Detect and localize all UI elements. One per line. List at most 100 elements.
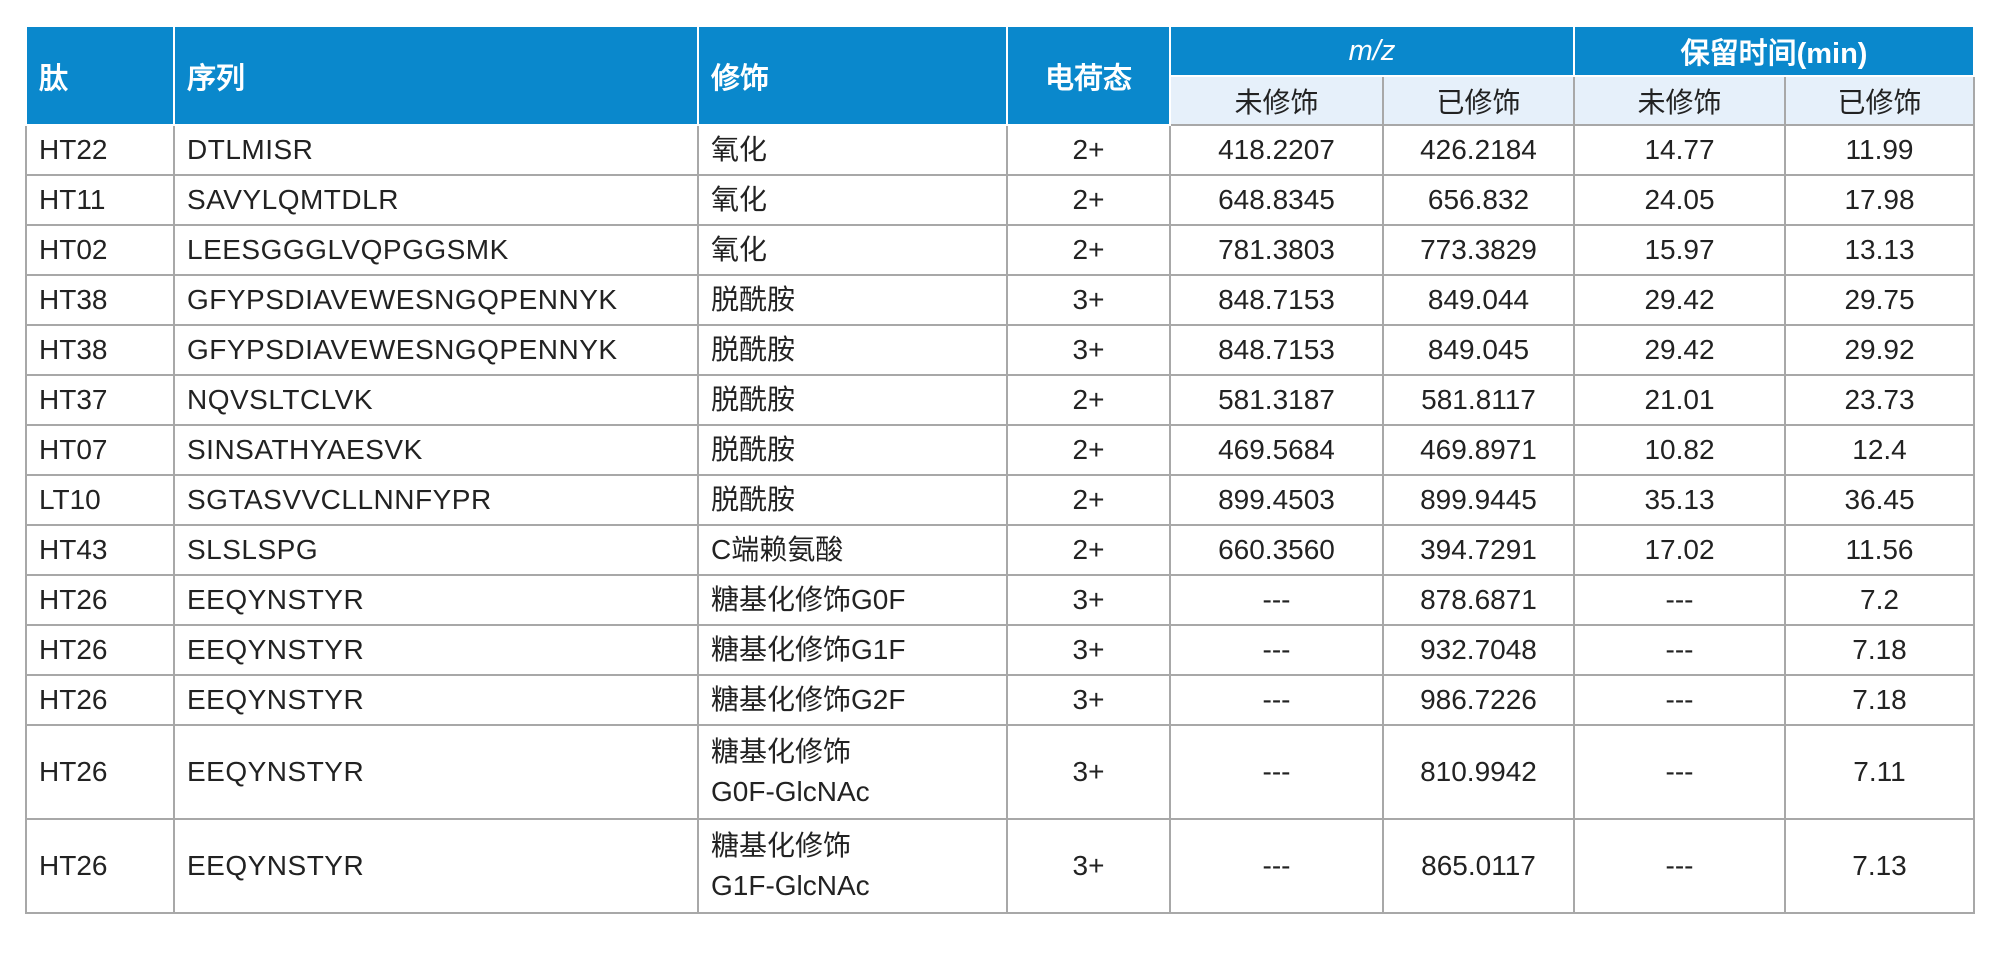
cell-peptide: HT22 [25,124,175,176]
cell-charge: 3+ [1006,818,1171,914]
table-row: HT26 EEQYNSTYR 糖基化修饰G2F 3+ --- 986.7226 --- 7.1… [25,674,1975,726]
modification-text: 糖基化修饰G2F [711,684,906,715]
cell-charge: 3+ [1006,624,1171,676]
cell-modification: 氧化 [697,224,1008,276]
cell-charge: 2+ [1006,474,1171,526]
cell-mz-unmodified: 660.3560 [1169,524,1384,576]
cell-modification: 脱酰胺 [697,474,1008,526]
cell-modification: 糖基化修饰G2F [697,674,1008,726]
cell-rt-unmodified: 29.42 [1573,324,1786,376]
cell-rt-unmodified: --- [1573,624,1786,676]
cell-sequence: EEQYNSTYR [173,724,699,820]
cell-modification: 糖基化修饰G0F [697,574,1008,626]
cell-rt-modified: 11.99 [1784,124,1975,176]
cell-mz-unmodified: --- [1169,674,1384,726]
cell-charge: 3+ [1006,274,1171,326]
cell-charge: 2+ [1006,424,1171,476]
table-container: 肽 序列 修饰 电荷态 m/z 保留时间(min) 未修饰 已修饰 未修饰 已修… [25,25,1975,914]
cell-rt-modified: 7.2 [1784,574,1975,626]
header-peptide: 肽 [25,25,175,126]
cell-rt-unmodified: 35.13 [1573,474,1786,526]
cell-rt-unmodified: --- [1573,724,1786,820]
cell-sequence: EEQYNSTYR [173,574,699,626]
cell-mz-unmodified: 899.4503 [1169,474,1384,526]
cell-rt-unmodified: 15.97 [1573,224,1786,276]
table-row: HT26 EEQYNSTYR 糖基化修饰 G1F-GlcNAc 3+ --- 865.011… [25,818,1975,914]
table-row: LT10 SGTASVVCLLNNFYPR 脱酰胺 2+ 899.4503 899.944… [25,474,1975,526]
table-row: HT26 EEQYNSTYR 糖基化修饰 G0F-GlcNAc 3+ --- 810.994… [25,724,1975,820]
table-row: HT11 SAVYLQMTDLR 氧化 2+ 648.8345 656.832 24.05 1… [25,174,1975,226]
cell-rt-modified: 12.4 [1784,424,1975,476]
cell-peptide: LT10 [25,474,175,526]
cell-sequence: SGTASVVCLLNNFYPR [173,474,699,526]
cell-mz-modified: 986.7226 [1382,674,1575,726]
cell-rt-modified: 36.45 [1784,474,1975,526]
modification-text: C端赖氨酸 [711,534,844,565]
cell-sequence: EEQYNSTYR [173,674,699,726]
cell-rt-unmodified: --- [1573,818,1786,914]
cell-rt-modified: 7.13 [1784,818,1975,914]
cell-sequence: SINSATHYAESVK [173,424,699,476]
cell-mz-unmodified: --- [1169,624,1384,676]
cell-charge: 2+ [1006,174,1171,226]
cell-sequence: SAVYLQMTDLR [173,174,699,226]
table-row: HT22 DTLMISR 氧化 2+ 418.2207 426.2184 14.77 11.9… [25,124,1975,176]
cell-charge: 2+ [1006,374,1171,426]
cell-modification: 糖基化修饰G1F [697,624,1008,676]
modification-text: 糖基化修饰 [711,736,852,767]
cell-rt-modified: 7.18 [1784,624,1975,676]
cell-peptide: HT26 [25,724,175,820]
cell-charge: 3+ [1006,674,1171,726]
cell-peptide: HT38 [25,274,175,326]
cell-mz-unmodified: 648.8345 [1169,174,1384,226]
header-sequence: 序列 [173,25,699,126]
cell-mz-modified: 581.8117 [1382,374,1575,426]
cell-charge: 2+ [1006,224,1171,276]
cell-modification: 糖基化修饰 G1F-GlcNAc [697,818,1008,914]
table-header: 肽 序列 修饰 电荷态 m/z 保留时间(min) 未修饰 已修饰 未修饰 已修… [25,25,1975,126]
modification-text: 氧化 [711,234,768,265]
cell-rt-unmodified: --- [1573,674,1786,726]
header-charge: 电荷态 [1006,25,1171,126]
cell-mz-unmodified: 848.7153 [1169,324,1384,376]
cell-sequence: SLSLSPG [173,524,699,576]
cell-mz-unmodified: 418.2207 [1169,124,1384,176]
cell-peptide: HT07 [25,424,175,476]
cell-rt-unmodified: 29.42 [1573,274,1786,326]
cell-modification: 糖基化修饰 G0F-GlcNAc [697,724,1008,820]
cell-mz-unmodified: --- [1169,574,1384,626]
cell-peptide: HT26 [25,574,175,626]
cell-modification: 脱酰胺 [697,324,1008,376]
cell-charge: 3+ [1006,724,1171,820]
table-row: HT26 EEQYNSTYR 糖基化修饰G1F 3+ --- 932.7048 --- 7.1… [25,624,1975,676]
cell-mz-modified: 394.7291 [1382,524,1575,576]
cell-rt-unmodified: 17.02 [1573,524,1786,576]
cell-sequence: GFYPSDIAVEWESNGQPENNYK [173,274,699,326]
cell-sequence: NQVSLTCLVK [173,374,699,426]
modification-text: 脱酰胺 [711,484,796,515]
cell-mz-modified: 878.6871 [1382,574,1575,626]
cell-sequence: EEQYNSTYR [173,818,699,914]
cell-mz-modified: 849.044 [1382,274,1575,326]
cell-rt-modified: 7.11 [1784,724,1975,820]
table-row: HT26 EEQYNSTYR 糖基化修饰G0F 3+ --- 878.6871 --- 7.2 [25,574,1975,626]
modification-text: 氧化 [711,184,768,215]
cell-rt-unmodified: 10.82 [1573,424,1786,476]
header-mz-modified: 已修饰 [1382,75,1575,126]
cell-rt-modified: 7.18 [1784,674,1975,726]
header-mz-label: m/z [1348,34,1396,67]
header-rt-modified: 已修饰 [1784,75,1975,126]
cell-sequence: EEQYNSTYR [173,624,699,676]
cell-peptide: HT43 [25,524,175,576]
cell-charge: 3+ [1006,574,1171,626]
cell-rt-unmodified: 21.01 [1573,374,1786,426]
cell-mz-unmodified: --- [1169,818,1384,914]
cell-mz-modified: 773.3829 [1382,224,1575,276]
cell-sequence: LEESGGGLVQPGGSMK [173,224,699,276]
cell-mz-unmodified: 848.7153 [1169,274,1384,326]
cell-charge: 2+ [1006,524,1171,576]
header-modification: 修饰 [697,25,1008,126]
cell-peptide: HT26 [25,818,175,914]
cell-sequence: DTLMISR [173,124,699,176]
cell-peptide: HT26 [25,674,175,726]
